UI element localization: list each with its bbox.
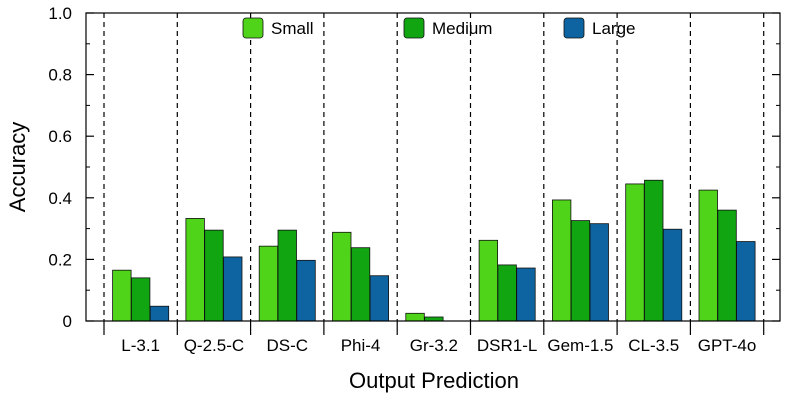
legend-swatch-small bbox=[242, 17, 264, 39]
bar-medium-gem-1-5 bbox=[570, 220, 591, 322]
bar-small-ds-c bbox=[258, 245, 279, 322]
y-tick-label: 0.4 bbox=[48, 189, 72, 208]
legend-label-medium: Medium bbox=[432, 19, 492, 38]
x-tick-label: CL-3.5 bbox=[628, 336, 679, 355]
y-tick-label: 0.2 bbox=[48, 250, 72, 269]
y-axis-title: Accuracy bbox=[5, 122, 30, 212]
bar-small-phi-4 bbox=[332, 231, 352, 322]
bar-medium-gpt-4o bbox=[717, 209, 737, 322]
bar-medium-q-2-5-c bbox=[204, 229, 224, 322]
y-axis: 0 0.2 0.4 0.6 0.8 1.0 bbox=[48, 4, 780, 331]
bar-small-gpt-4o bbox=[698, 189, 718, 322]
x-tick-label: DS-C bbox=[266, 336, 308, 355]
legend-label-small: Small bbox=[271, 19, 314, 38]
bar-small-dsr1-l bbox=[478, 239, 499, 322]
x-tick-label: Q-2.5-C bbox=[184, 336, 244, 355]
legend: Small Medium Large bbox=[242, 17, 635, 39]
y-tick-label: 0.6 bbox=[48, 127, 72, 146]
x-tick-label: L-3.1 bbox=[121, 336, 160, 355]
x-tick-label: GPT-4o bbox=[698, 336, 757, 355]
bar-large-ds-c bbox=[296, 259, 316, 322]
bar-small-l-3-1 bbox=[112, 269, 132, 322]
x-axis-title: Output Prediction bbox=[349, 368, 519, 393]
bar-large-gem-1-5 bbox=[589, 223, 609, 322]
bar-large-dsr1-l bbox=[516, 267, 536, 322]
x-tick-label: Gr-3.2 bbox=[410, 336, 458, 355]
legend-label-large: Large bbox=[592, 19, 635, 38]
bar-large-phi-4 bbox=[369, 275, 390, 322]
bar-large-gpt-4o bbox=[736, 241, 756, 322]
y-tick-label: 0 bbox=[63, 312, 72, 331]
bar-medium-l-3-1 bbox=[130, 277, 151, 322]
legend-swatch-large bbox=[563, 17, 585, 39]
x-tick-label: Phi-4 bbox=[341, 336, 381, 355]
bar-medium-cl-3-5 bbox=[644, 179, 664, 322]
bar-large-q-2-5-c bbox=[223, 256, 243, 322]
bar-medium-dsr1-l bbox=[497, 264, 517, 322]
bar-small-q-2-5-c bbox=[185, 218, 205, 322]
x-tick-label: DSR1-L bbox=[477, 336, 537, 355]
bar-medium-ds-c bbox=[277, 229, 297, 322]
y-tick-label: 1.0 bbox=[48, 4, 72, 23]
bars bbox=[112, 179, 756, 322]
bar-medium-phi-4 bbox=[350, 247, 371, 322]
x-axis: L-3.1 Q-2.5-C DS-C Phi-4 Gr-3.2 DSR1-L Gem-1.5… bbox=[103, 321, 765, 355]
category-separators bbox=[103, 13, 765, 321]
y-tick-label: 0.8 bbox=[48, 66, 72, 85]
bar-small-gr-3-2 bbox=[405, 312, 425, 322]
bar-large-l-3-1 bbox=[149, 305, 170, 322]
bar-small-cl-3-5 bbox=[625, 183, 645, 322]
x-tick-label: Gem-1.5 bbox=[547, 336, 613, 355]
legend-swatch-medium bbox=[403, 17, 425, 39]
bar-large-cl-3-5 bbox=[662, 228, 683, 322]
bar-small-gem-1-5 bbox=[552, 199, 572, 322]
